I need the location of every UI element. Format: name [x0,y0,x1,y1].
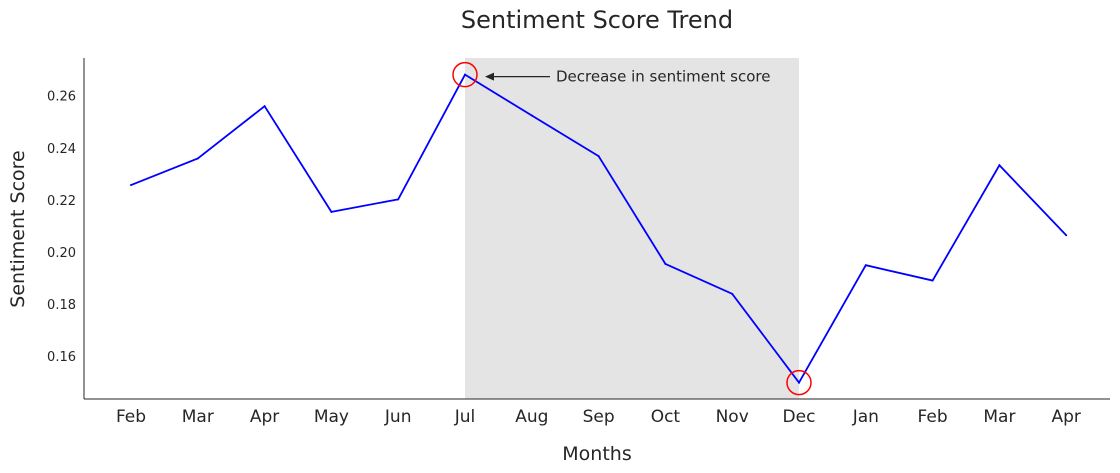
data-point [397,198,400,201]
x-tick-label: May [314,407,349,427]
x-tick-label: Apr [250,407,279,427]
data-point [263,105,266,108]
data-point [731,292,734,295]
data-point [1065,234,1068,237]
axes [83,58,1110,400]
x-tick-label: Jul [454,407,476,427]
annotation: Decrease in sentiment score [485,68,770,86]
chart-title: Sentiment Score Trend [461,6,733,34]
x-ticks: Feb Mar Apr May Jun Jul Aug Sep Oct Nov Dec Jan Feb M… [116,407,1081,427]
annotation-arrow-head [485,72,494,81]
data-point [931,279,934,282]
x-tick-label: Feb [116,407,146,427]
x-tick-label: Oct [651,407,681,427]
data-point [864,264,867,267]
y-ticks: 0.16 0.18 0.20 0.22 0.24 0.26 [47,90,76,365]
x-tick-label: Mar [983,407,1015,427]
x-tick-label: Aug [515,407,548,427]
y-tick-label: 0.20 [47,246,76,261]
x-tick-label: Apr [1051,407,1080,427]
y-axis-label: Sentiment Score [7,150,29,307]
data-point [664,262,667,265]
highlight-marker [786,369,812,396]
highlight-region [465,58,799,399]
y-tick-label: 0.18 [47,298,76,313]
x-tick-label: Nov [716,407,749,427]
y-tick-label: 0.22 [47,194,76,209]
data-point [597,155,600,158]
data-point [196,157,199,160]
y-tick-label: 0.16 [47,350,76,365]
data-point [130,184,132,187]
data-points [130,73,1068,384]
data-point [330,210,333,213]
x-tick-label: Mar [182,407,214,427]
y-tick-label: 0.26 [47,90,76,105]
y-tick-label: 0.24 [47,142,76,157]
highlight-marker [452,61,478,88]
x-axis-label: Months [562,443,631,465]
data-point [464,73,466,76]
x-tick-label: Jan [852,407,879,427]
x-tick-label: Sep [583,407,615,427]
data-point [798,381,800,384]
highlight-markers [452,61,812,396]
data-point [530,114,533,117]
x-tick-label: Jun [384,407,412,427]
x-tick-label: Feb [918,407,948,427]
annotation-text: Decrease in sentiment score [556,68,770,86]
x-tick-label: Dec [783,407,816,427]
data-point [998,164,1001,167]
